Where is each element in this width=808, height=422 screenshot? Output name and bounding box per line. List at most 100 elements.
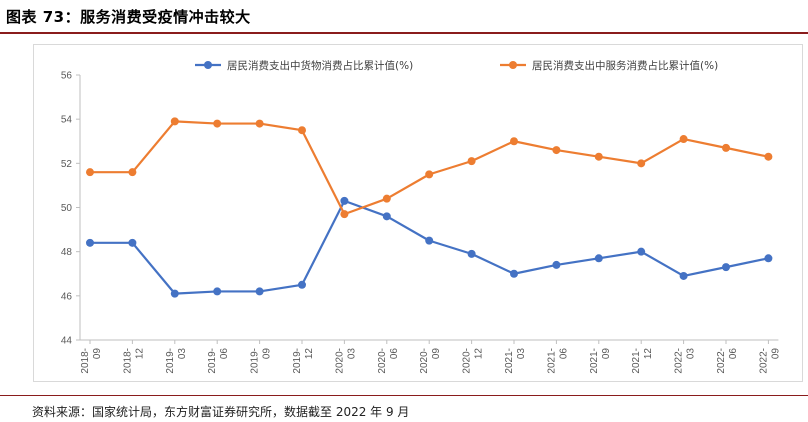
data-point-series-1: [594, 254, 603, 263]
data-point-series-1: [637, 247, 646, 256]
data-point-series-1: [679, 271, 688, 280]
data-point-series-1: [128, 238, 137, 247]
x-tick-month: 06: [219, 348, 230, 360]
data-point-series-1: [510, 269, 518, 278]
data-point-series-2: [340, 210, 349, 219]
data-point-series-2: [382, 194, 391, 203]
legend-label-1: 居民消费支出中货物消费占比累计值(%): [227, 59, 413, 72]
data-point-series-2: [594, 152, 603, 161]
x-tick-year: 2019-: [165, 348, 176, 374]
x-tick-year: 2021-: [631, 348, 642, 374]
x-tick-year: 2019-: [292, 348, 303, 374]
data-point-series-1: [86, 238, 94, 247]
x-tick-label: 2019- 09: [250, 348, 273, 374]
data-point-series-2: [86, 168, 94, 177]
x-tick-label: 2018- 12: [122, 348, 145, 374]
x-tick-month: 12: [304, 348, 315, 360]
x-tick-year: 2022-: [674, 348, 685, 374]
x-tick-month: 06: [558, 348, 569, 360]
x-tick-label: 2020- 12: [462, 348, 485, 374]
x-tick-year: 2022-: [758, 348, 769, 374]
source-note: 资料来源：国家统计局，东方财富证券研究所，数据截至 2022 年 9 月: [32, 405, 410, 419]
y-tick-label: 54: [61, 115, 73, 126]
data-point-series-1: [170, 289, 179, 298]
data-point-series-1: [213, 287, 222, 296]
series-line-1: [90, 199, 769, 295]
x-tick-month: 12: [474, 348, 485, 360]
x-tick-label: 2019- 06: [207, 348, 230, 374]
y-tick-label: 50: [61, 203, 73, 214]
x-tick-label: 2018- 09: [80, 348, 103, 374]
data-point-series-1: [425, 236, 434, 245]
x-tick-month: 03: [346, 348, 357, 360]
y-tick-label: 52: [61, 159, 73, 170]
x-tick-month: 09: [262, 348, 273, 360]
x-tick-month: 09: [431, 348, 442, 360]
data-point-series-1: [467, 249, 476, 258]
x-tick-label: 2022- 09: [758, 348, 781, 374]
data-point-series-2: [467, 157, 476, 166]
x-tick-label: 2021- 03: [504, 348, 527, 374]
x-tick-label: 2021- 06: [546, 348, 569, 374]
x-tick-year: 2018-: [122, 348, 133, 374]
data-point-series-2: [128, 168, 137, 177]
data-point-series-1: [298, 280, 306, 289]
x-tick-month: 12: [643, 348, 654, 360]
series-line-2: [90, 120, 769, 216]
data-point-series-2: [298, 126, 306, 135]
x-tick-year: 2022-: [716, 348, 727, 374]
chart-frame: [33, 44, 803, 382]
x-tick-label: 2021- 09: [589, 348, 612, 374]
footer-rule: [0, 395, 808, 396]
x-tick-year: 2019-: [250, 348, 261, 374]
x-tick-year: 2020-: [377, 348, 388, 374]
x-tick-year: 2018-: [80, 348, 91, 374]
x-tick-month: 03: [516, 348, 527, 360]
x-tick-month: 09: [601, 348, 612, 360]
x-tick-month: 06: [389, 348, 400, 360]
data-point-series-2: [722, 143, 730, 152]
data-point-series-2: [764, 152, 773, 161]
x-tick-month: 09: [92, 348, 103, 360]
x-tick-month: 06: [728, 348, 739, 360]
x-tick-year: 2021-: [546, 348, 557, 374]
legend-marker-1: [204, 61, 212, 69]
y-tick-label: 46: [61, 291, 73, 302]
data-point-series-2: [552, 146, 561, 155]
title-rule: [0, 32, 808, 34]
x-tick-month: 12: [134, 348, 145, 360]
x-tick-month: 03: [177, 348, 188, 360]
data-point-series-1: [552, 260, 561, 269]
x-tick-label: 2021- 12: [631, 348, 654, 374]
x-tick-label: 2019- 12: [292, 348, 315, 374]
data-point-series-2: [425, 170, 434, 179]
legend-label-2: 居民消费支出中服务消费占比累计值(%): [532, 59, 718, 72]
x-tick-label: 2019- 03: [165, 348, 188, 374]
x-tick-label: 2022- 06: [716, 348, 739, 374]
y-tick-label: 56: [61, 71, 73, 82]
data-point-series-2: [679, 135, 688, 144]
x-tick-year: 2020-: [334, 348, 345, 374]
x-tick-year: 2020-: [419, 348, 430, 374]
x-tick-label: 2020- 06: [377, 348, 400, 374]
x-tick-label: 2020- 03: [334, 348, 357, 374]
x-tick-month: 09: [770, 348, 781, 360]
y-tick-label: 48: [61, 247, 73, 258]
x-tick-month: 03: [686, 348, 697, 360]
x-tick-year: 2021-: [504, 348, 515, 374]
data-point-series-1: [764, 254, 773, 263]
data-point-series-2: [213, 119, 222, 128]
x-tick-label: 2022- 03: [674, 348, 697, 374]
figure-title: 图表 73：服务消费受疫情冲击较大: [6, 8, 251, 26]
data-point-series-1: [340, 196, 349, 205]
data-point-series-2: [510, 137, 518, 146]
x-tick-year: 2019-: [207, 348, 218, 374]
data-point-series-1: [722, 263, 730, 272]
data-point-series-1: [382, 212, 391, 221]
x-tick-label: 2020- 09: [419, 348, 442, 374]
x-tick-year: 2020-: [462, 348, 473, 374]
legend-marker-2: [509, 61, 517, 69]
y-tick-label: 44: [61, 336, 73, 347]
data-point-series-2: [170, 117, 179, 126]
